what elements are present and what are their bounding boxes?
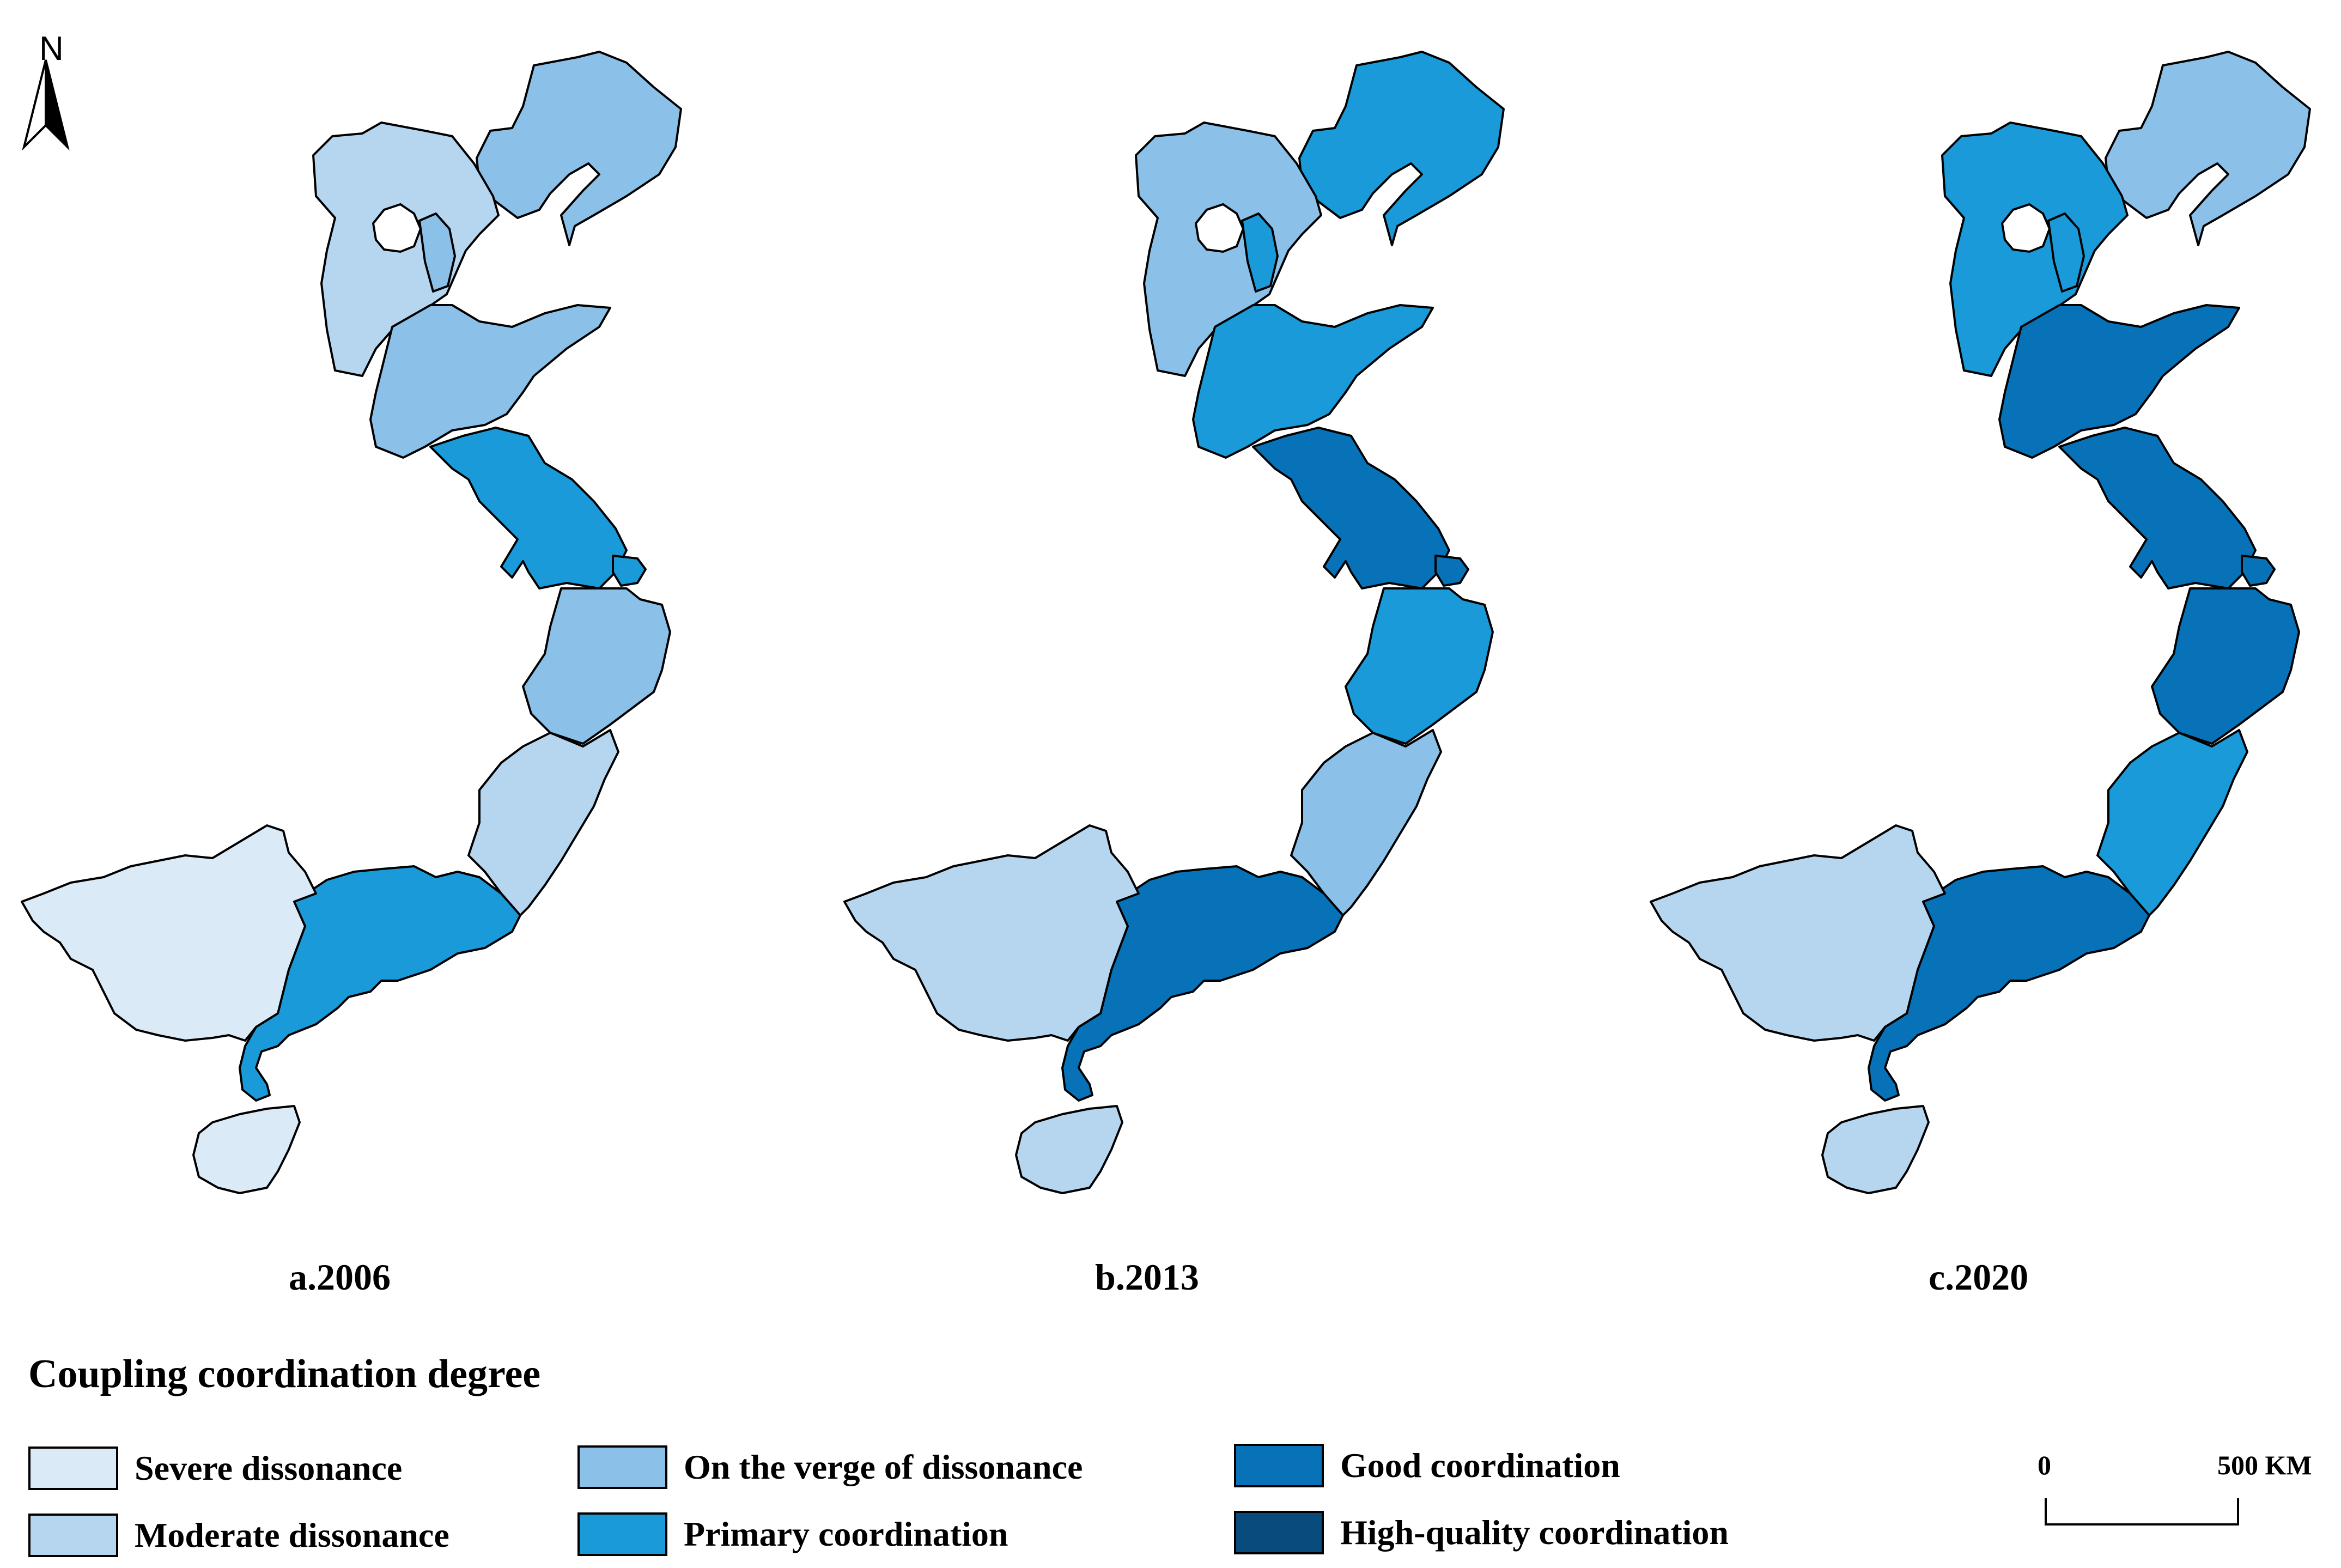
province-shandong xyxy=(1192,304,1434,459)
legend-swatch xyxy=(1234,1511,1324,1554)
beijing-enclave xyxy=(2001,203,2051,253)
province-shanghai xyxy=(612,555,647,587)
legend-swatch xyxy=(577,1445,667,1489)
legend-swatch xyxy=(577,1512,667,1556)
province-tianjin xyxy=(2047,212,2085,293)
legend-label: Primary coordination xyxy=(684,1515,1008,1553)
province-zhejiang xyxy=(1345,587,1494,745)
north-arrow-icon xyxy=(22,59,70,151)
province-zhejiang xyxy=(522,587,671,745)
legend-item-high-quality-coordination: High-quality coordination xyxy=(1234,1511,1729,1554)
province-liaoning xyxy=(1298,51,1505,246)
scale-start-label: 0 xyxy=(2038,1450,2051,1480)
province-shandong xyxy=(1998,304,2240,459)
province-hainan xyxy=(1015,1105,1123,1194)
province-jiangsu xyxy=(429,427,628,589)
beijing-enclave xyxy=(1194,203,1245,253)
legend-label: Good coordination xyxy=(1340,1446,1620,1485)
map-panel-b xyxy=(843,51,1505,1194)
legend-item-moderate-dissonance: Moderate dissonance xyxy=(28,1514,449,1557)
province-fujian xyxy=(2096,729,2248,919)
province-shanghai xyxy=(1434,555,1469,587)
legend-item-verge-of-dissonance: On the verge of dissonance xyxy=(577,1445,1083,1489)
legend-item-good-coordination: Good coordination xyxy=(1234,1444,1620,1487)
beijing-enclave xyxy=(372,203,422,253)
province-tianjin xyxy=(418,212,456,293)
north-arrow: N xyxy=(12,16,77,158)
province-tianjin xyxy=(1241,212,1279,293)
map-panel-a xyxy=(21,51,682,1194)
panel-label-a: a.2006 xyxy=(289,1256,391,1298)
legend-title: Coupling coordination degree xyxy=(28,1352,541,1396)
legend-label: Severe dissonance xyxy=(135,1449,403,1487)
legend-swatch xyxy=(28,1447,118,1490)
north-label: N xyxy=(39,30,64,68)
province-shanghai xyxy=(2241,555,2276,587)
province-fujian xyxy=(467,729,619,919)
legend-label: On the verge of dissonance xyxy=(684,1448,1083,1486)
legend-item-severe-dissonance: Severe dissonance xyxy=(28,1447,402,1490)
province-liaoning xyxy=(2105,51,2311,246)
panel-label-b: b.2013 xyxy=(1095,1256,1199,1298)
province-guangxi xyxy=(21,824,317,1042)
province-zhejiang xyxy=(2151,587,2300,745)
province-hainan xyxy=(192,1105,301,1194)
panel-label-c: c.2020 xyxy=(1929,1256,2029,1298)
province-jiangsu xyxy=(1252,427,1450,589)
legend-item-primary-coordination: Primary coordination xyxy=(577,1512,1008,1556)
province-liaoning xyxy=(476,51,682,246)
province-shandong xyxy=(369,304,611,459)
province-jiangsu xyxy=(2058,427,2257,589)
legend-label: High-quality coordination xyxy=(1340,1513,1729,1552)
province-fujian xyxy=(1290,729,1442,919)
scale-end-label: 500 KM xyxy=(2217,1450,2312,1480)
legend-swatch xyxy=(1234,1444,1324,1487)
province-hainan xyxy=(1821,1105,1930,1194)
legend-label: Moderate dissonance xyxy=(135,1516,449,1554)
scale-bar xyxy=(2045,1498,2239,1526)
map-panel-c xyxy=(1650,51,2311,1194)
province-guangxi xyxy=(843,824,1140,1042)
province-guangxi xyxy=(1650,824,1946,1042)
legend-swatch xyxy=(28,1514,118,1557)
